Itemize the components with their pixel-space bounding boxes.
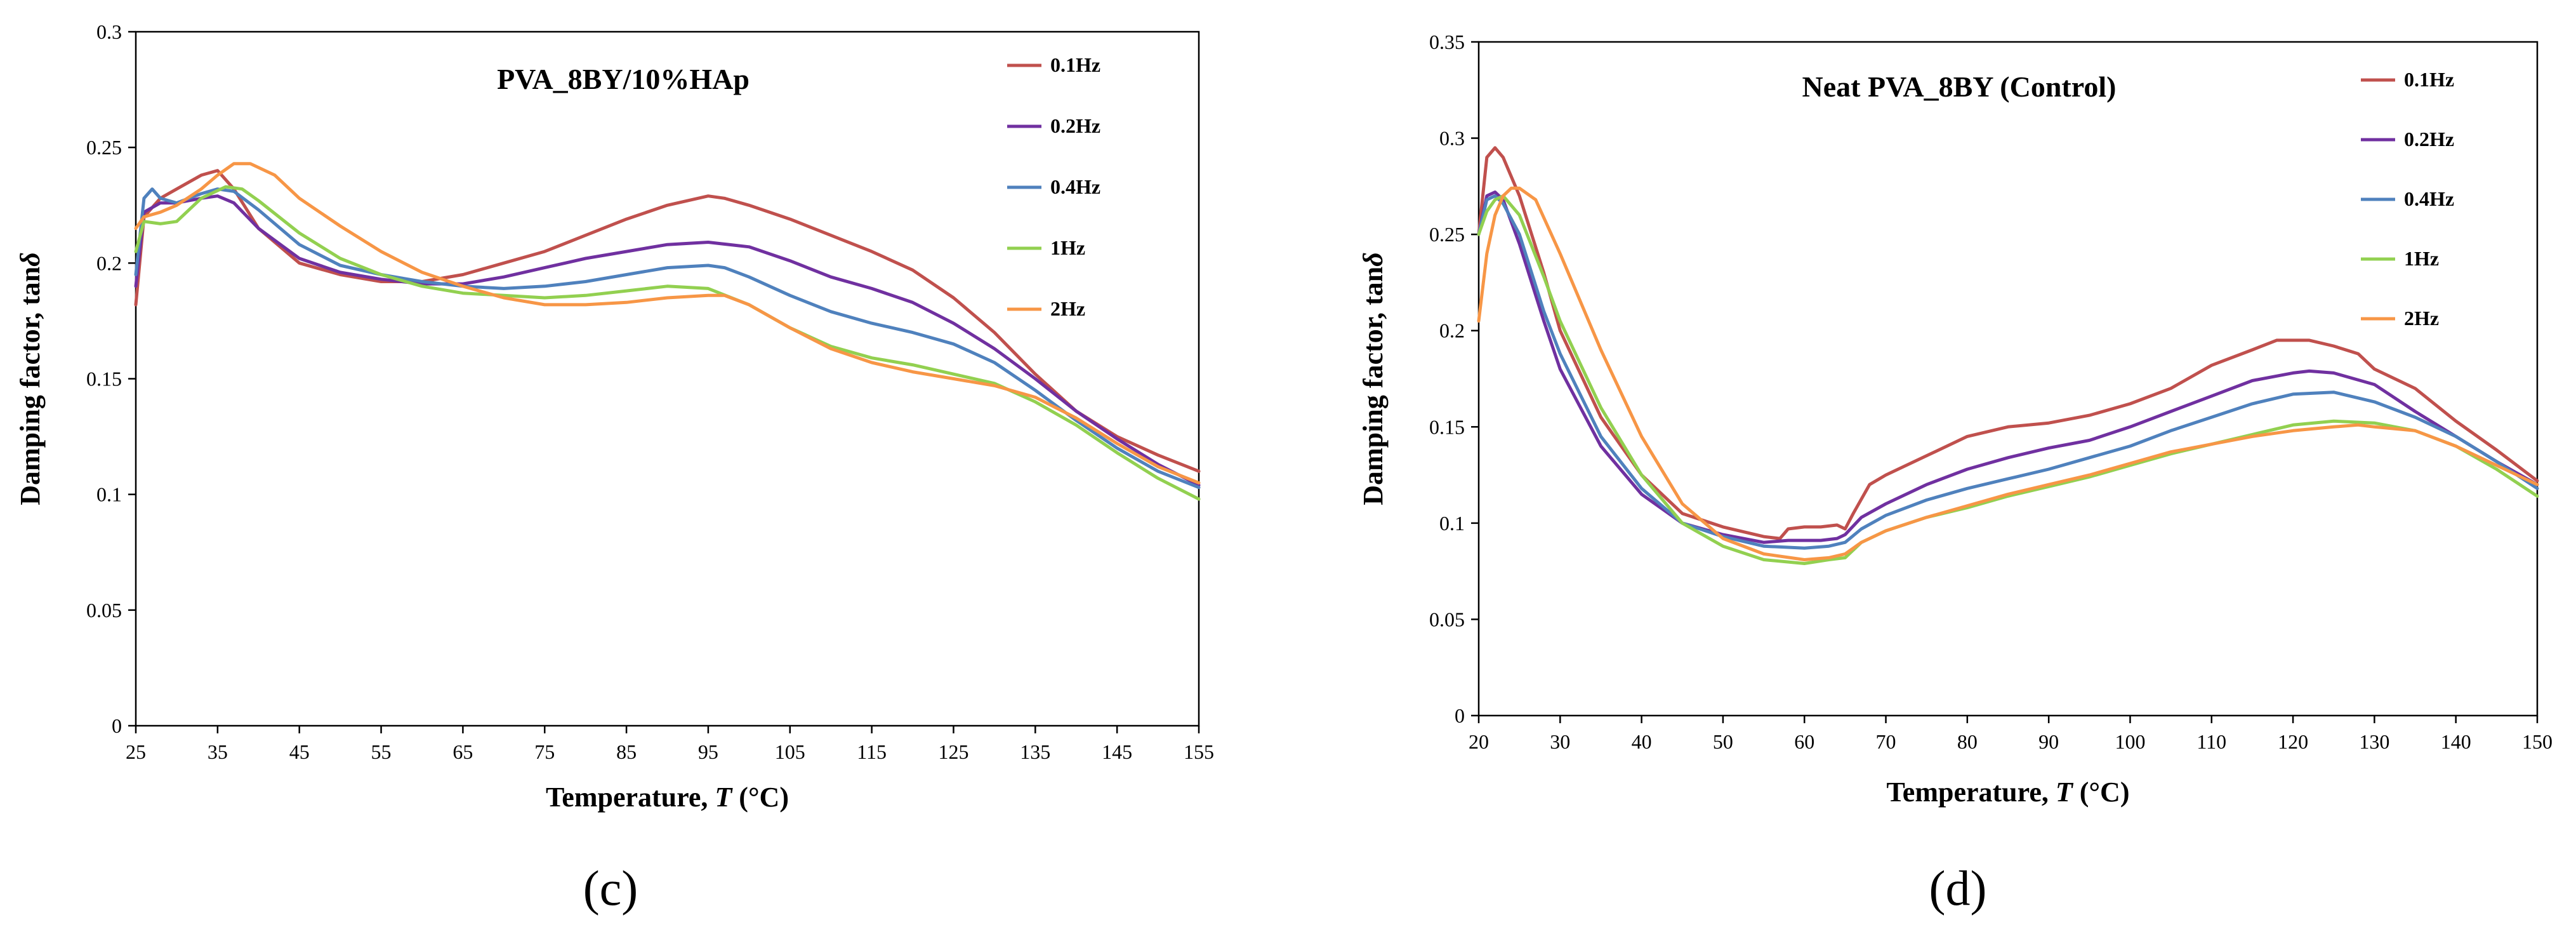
x-tick-label: 135 bbox=[1020, 740, 1050, 763]
x-tick-label: 45 bbox=[289, 740, 310, 763]
series-line-0-2hz bbox=[134, 194, 1201, 487]
x-tick-label: 140 bbox=[2441, 730, 2471, 753]
y-tick-label: 0.15 bbox=[1429, 415, 1465, 438]
chart-title: PVA_8BY/10%HAp bbox=[497, 63, 750, 95]
series-line-2hz bbox=[1477, 186, 2539, 561]
x-tick-label: 25 bbox=[126, 740, 146, 763]
y-tick-label: 0.3 bbox=[1439, 127, 1465, 150]
y-axis-title: Damping factor, tanδ bbox=[1357, 252, 1389, 505]
x-tick-label: 40 bbox=[1632, 730, 1652, 753]
y-tick-label: 0.35 bbox=[1429, 30, 1465, 53]
series-line-0-1hz bbox=[1477, 146, 2539, 540]
legend-label: 0.2Hz bbox=[2404, 128, 2454, 150]
y-tick-label: 0.25 bbox=[1429, 223, 1465, 246]
x-tick-label: 55 bbox=[371, 740, 392, 763]
chart-panel: 0 0.05 0.1 0.15 0.2 0.25 0.3 25 35 45 55 65 75 85 95 10… bbox=[15, 20, 1214, 916]
series-line-2hz bbox=[134, 162, 1201, 484]
series-line-0-4hz bbox=[1477, 194, 2539, 550]
legend: 0.1Hz 0.2Hz 0.4Hz 1Hz 2Hz bbox=[2361, 68, 2454, 330]
panel-label: (c) bbox=[583, 860, 638, 916]
x-tick-label: 95 bbox=[698, 740, 718, 763]
chart-panel: 0 0.05 0.1 0.15 0.2 0.25 0.3 0.35 20 30 40 50 60 70 80… bbox=[1357, 30, 2553, 916]
x-axis-title-unit: (°C) bbox=[732, 782, 789, 813]
x-tick-label: 150 bbox=[2522, 730, 2553, 753]
x-tick-label: 30 bbox=[1550, 730, 1570, 753]
y-tick-label: 0.2 bbox=[96, 251, 122, 274]
y-tick-label: 0.1 bbox=[1439, 512, 1465, 535]
panel-label: (d) bbox=[1929, 860, 1987, 916]
legend-label: 2Hz bbox=[1050, 297, 1085, 320]
legend-label: 0.1Hz bbox=[1050, 53, 1100, 76]
series-line-1hz bbox=[1477, 194, 2539, 565]
x-tick-label: 60 bbox=[1794, 730, 1814, 753]
legend-label: 0.2Hz bbox=[1050, 114, 1100, 137]
x-axis-title-unit: (°C) bbox=[2073, 777, 2130, 808]
y-tick-label: 0.3 bbox=[96, 20, 122, 43]
x-tick-label: 105 bbox=[775, 740, 805, 763]
x-axis-title-symbol: T bbox=[715, 782, 733, 813]
series-line-1hz bbox=[134, 185, 1201, 501]
y-axis-title-text: Damping factor, tan bbox=[1357, 267, 1389, 505]
x-tick-label: 120 bbox=[2278, 730, 2308, 753]
y-tick-label: 0 bbox=[1455, 704, 1465, 727]
x-tick-label: 130 bbox=[2359, 730, 2389, 753]
y-tick-label: 0.05 bbox=[86, 599, 122, 622]
x-tick-label: 110 bbox=[2196, 730, 2226, 753]
y-tick-label: 0.1 bbox=[96, 483, 122, 506]
x-tick-label: 155 bbox=[1184, 740, 1214, 763]
x-tick-label: 20 bbox=[1469, 730, 1489, 753]
legend: 0.1Hz 0.2Hz 0.4Hz 1Hz 2Hz bbox=[1007, 53, 1100, 320]
x-tick-label: 50 bbox=[1713, 730, 1733, 753]
x-axis-title-text: Temperature, bbox=[1887, 777, 2056, 808]
y-tick-label: 0.05 bbox=[1429, 608, 1465, 630]
legend-label: 2Hz bbox=[2404, 307, 2439, 330]
x-tick-label: 145 bbox=[1102, 740, 1132, 763]
x-tick-label: 85 bbox=[616, 740, 637, 763]
x-tick-label: 65 bbox=[452, 740, 473, 763]
x-axis-title: Temperature, T (°C) bbox=[1887, 777, 2130, 808]
y-axis-title-symbol: δ bbox=[1357, 252, 1389, 267]
x-tick-label: 35 bbox=[208, 740, 228, 763]
x-tick-label: 125 bbox=[938, 740, 968, 763]
y-axis-title-symbol: δ bbox=[15, 252, 46, 267]
series-line-0-1hz bbox=[134, 169, 1201, 473]
legend-label: 0.4Hz bbox=[1050, 175, 1100, 198]
legend-label: 1Hz bbox=[1050, 236, 1085, 259]
series-line-0-2hz bbox=[1477, 190, 2539, 544]
series-line-0-4hz bbox=[134, 187, 1201, 490]
x-tick-label: 90 bbox=[2038, 730, 2059, 753]
chart-title: Neat PVA_8BY (Control) bbox=[1802, 70, 2117, 103]
y-tick-label: 0 bbox=[112, 714, 122, 737]
y-tick-label: 0.15 bbox=[86, 368, 122, 390]
y-axis-title-text: Damping factor, tan bbox=[15, 267, 46, 505]
x-tick-label: 70 bbox=[1876, 730, 1896, 753]
x-tick-label: 115 bbox=[857, 740, 887, 763]
x-axis-title-text: Temperature, bbox=[546, 782, 715, 813]
y-tick-label: 0.25 bbox=[86, 136, 122, 159]
legend-label: 0.4Hz bbox=[2404, 187, 2454, 210]
x-tick-label: 100 bbox=[2115, 730, 2145, 753]
x-axis-title: Temperature, T (°C) bbox=[546, 782, 789, 813]
x-axis-title-symbol: T bbox=[2056, 777, 2074, 808]
plot-frame bbox=[1477, 41, 2539, 717]
legend-label: 0.1Hz bbox=[2404, 68, 2454, 91]
x-tick-label: 80 bbox=[1957, 730, 1978, 753]
y-axis-title: Damping factor, tanδ bbox=[15, 252, 46, 505]
legend-label: 1Hz bbox=[2404, 247, 2439, 270]
x-tick-label: 75 bbox=[534, 740, 555, 763]
y-tick-label: 0.2 bbox=[1439, 319, 1465, 342]
